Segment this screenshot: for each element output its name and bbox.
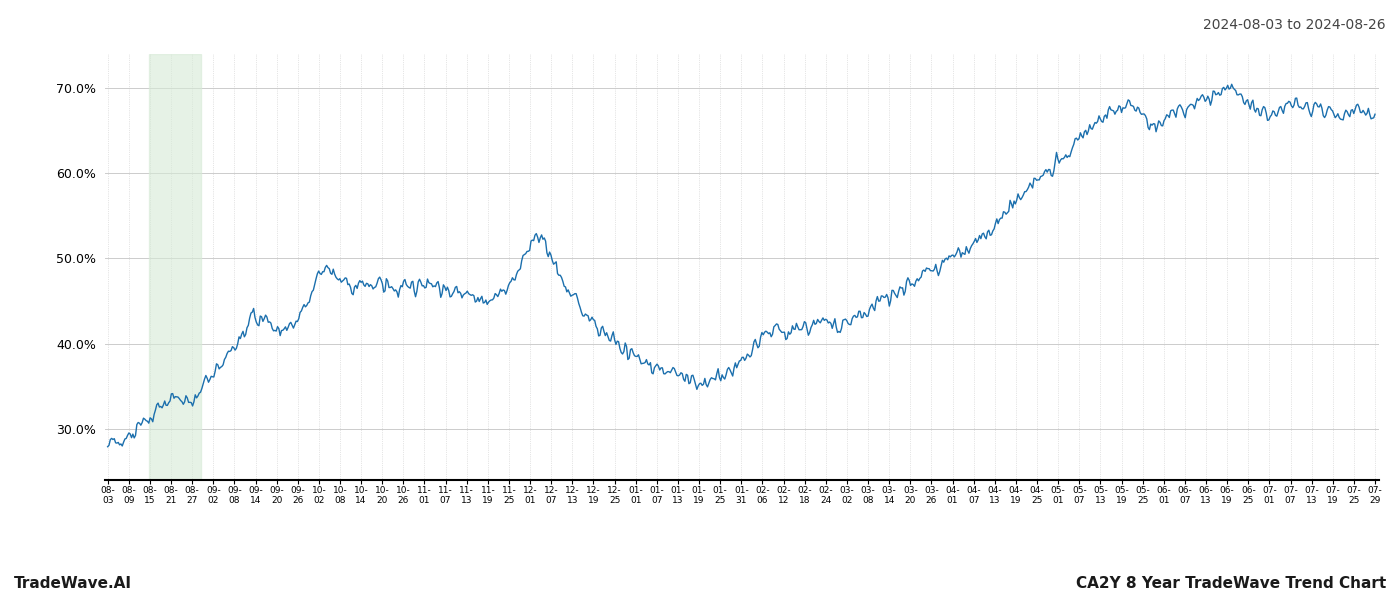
Text: CA2Y 8 Year TradeWave Trend Chart: CA2Y 8 Year TradeWave Trend Chart: [1075, 576, 1386, 591]
Text: 2024-08-03 to 2024-08-26: 2024-08-03 to 2024-08-26: [1204, 18, 1386, 32]
Text: TradeWave.AI: TradeWave.AI: [14, 576, 132, 591]
Bar: [150, 54, 202, 480]
